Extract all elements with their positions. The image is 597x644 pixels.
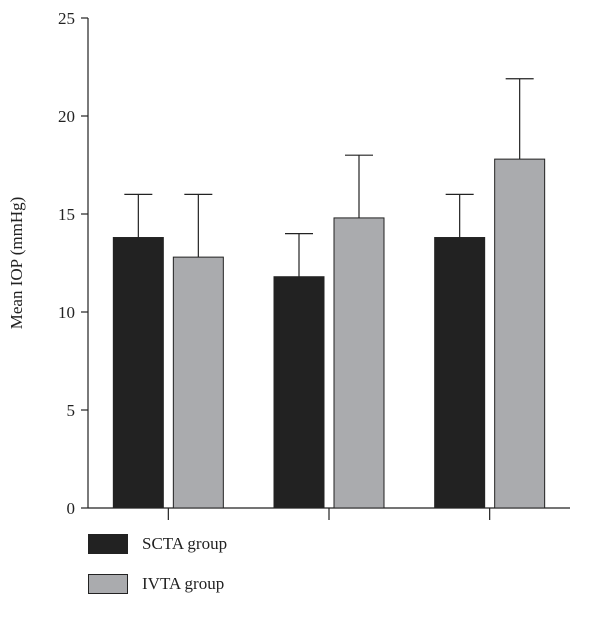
legend-item-ivta: IVTA group xyxy=(88,564,227,604)
bar xyxy=(495,159,545,508)
y-tick-label: 0 xyxy=(67,499,76,518)
x-axis: Baseline1st month3rd month xyxy=(88,508,570,520)
legend-label-scta: SCTA group xyxy=(142,534,227,554)
y-axis: 0 5 10 15 20 25 xyxy=(58,9,88,518)
bar-chart: 0 5 10 15 20 25 Baseline1st month3rd month Me… xyxy=(0,0,597,520)
bar xyxy=(435,238,485,508)
y-ticks: 0 5 10 15 20 25 xyxy=(58,9,88,518)
y-axis-title: Mean IOP (mmHg) xyxy=(7,197,26,330)
y-tick-label: 20 xyxy=(58,107,75,126)
bar xyxy=(113,238,163,508)
legend-label-ivta: IVTA group xyxy=(142,574,224,594)
bar xyxy=(334,218,384,508)
y-tick-label: 10 xyxy=(58,303,75,322)
y-tick-label: 5 xyxy=(67,401,76,420)
legend-swatch-ivta xyxy=(88,574,128,594)
bar xyxy=(274,277,324,508)
y-tick-label: 25 xyxy=(58,9,75,28)
legend-item-scta: SCTA group xyxy=(88,524,227,564)
y-tick-label: 15 xyxy=(58,205,75,224)
bars xyxy=(113,79,544,508)
legend-swatch-scta xyxy=(88,534,128,554)
legend: SCTA group IVTA group xyxy=(88,524,227,604)
x-ticks: Baseline1st month3rd month xyxy=(139,508,525,520)
bar xyxy=(173,257,223,508)
